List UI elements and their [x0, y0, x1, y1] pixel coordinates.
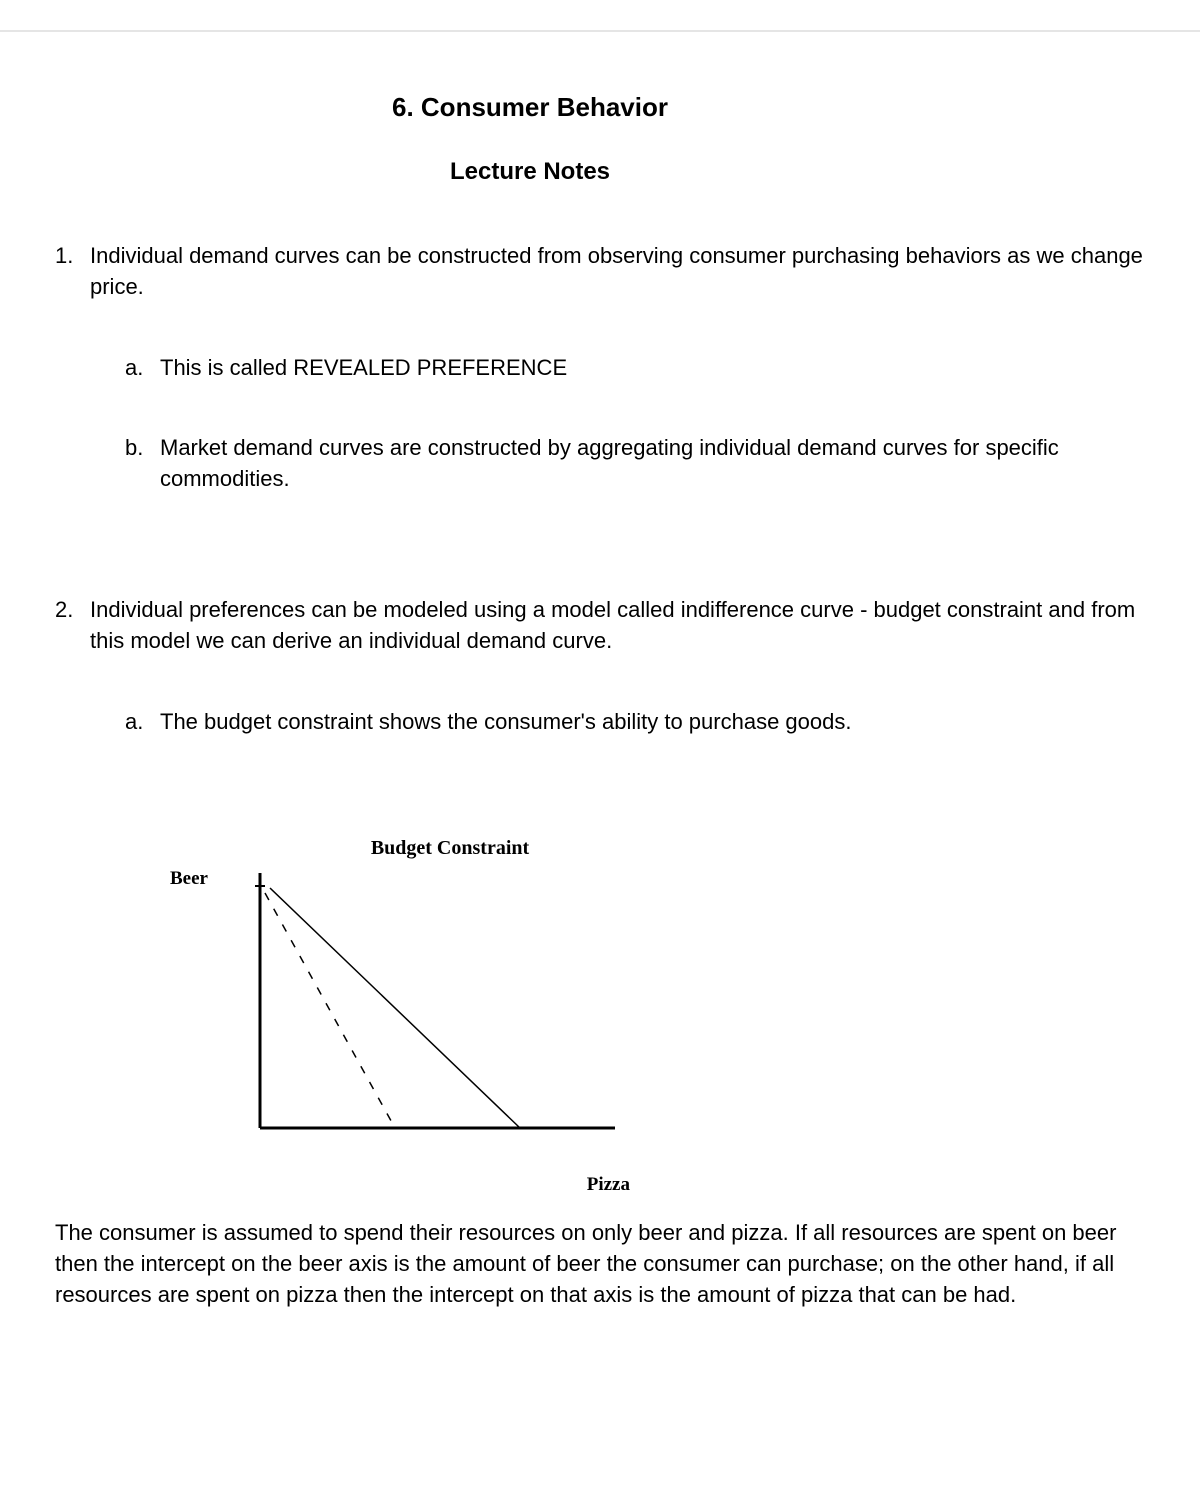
main-title: 6. Consumer Behavior: [195, 92, 865, 123]
chart-container: Beer Pizza: [170, 868, 650, 1168]
sub-letter: a.: [125, 707, 160, 738]
chart-title: Budget Constraint: [250, 837, 650, 860]
title-section: 6. Consumer Behavior Lecture Notes: [55, 92, 1145, 186]
sub-content: Market demand curves are constructed by …: [160, 433, 1145, 495]
subtitle: Lecture Notes: [195, 158, 865, 186]
sub-list: a. The budget constraint shows the consu…: [125, 707, 1145, 738]
document-page: 6. Consumer Behavior Lecture Notes 1. In…: [0, 30, 1200, 1371]
list-number: 2.: [55, 595, 90, 787]
sub-item-a: a. This is called REVEALED PREFERENCE: [125, 353, 1145, 384]
bottom-paragraph: The consumer is assumed to spend their r…: [55, 1218, 1145, 1310]
y-axis-label: Beer: [170, 868, 208, 890]
sub-item-a: a. The budget constraint shows the consu…: [125, 707, 1145, 738]
list-number: 1.: [55, 241, 90, 545]
budget-constraint-chart: Budget Constraint Beer Pizza: [170, 837, 650, 1168]
x-axis-label: Pizza: [587, 1174, 630, 1196]
sub-item-b: b. Market demand curves are constructed …: [125, 433, 1145, 495]
sub-content: This is called REVEALED PREFERENCE: [160, 353, 1145, 384]
numbered-list: 1. Individual demand curves can be const…: [55, 241, 1145, 787]
chart-svg: [245, 868, 625, 1138]
list-item-2: 2. Individual preferences can be modeled…: [55, 595, 1145, 787]
sub-content: The budget constraint shows the consumer…: [160, 707, 1145, 738]
sub-list: a. This is called REVEALED PREFERENCE b.…: [125, 353, 1145, 495]
list-content: Individual demand curves can be construc…: [90, 241, 1145, 545]
sub-letter: b.: [125, 433, 160, 495]
item-text: Individual demand curves can be construc…: [90, 243, 1143, 299]
list-item-1: 1. Individual demand curves can be const…: [55, 241, 1145, 545]
sub-letter: a.: [125, 353, 160, 384]
list-content: Individual preferences can be modeled us…: [90, 595, 1145, 787]
item-text: Individual preferences can be modeled us…: [90, 597, 1135, 653]
